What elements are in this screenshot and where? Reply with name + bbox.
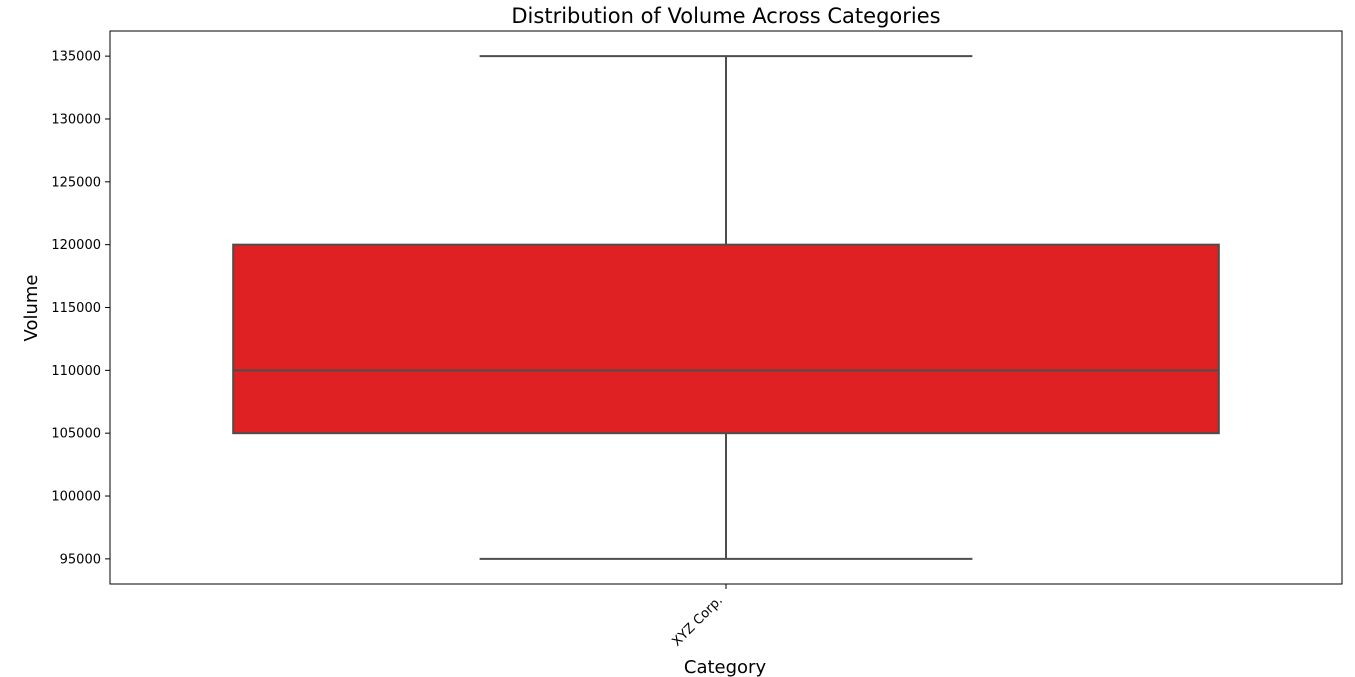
x-axis-label: Category (684, 657, 767, 677)
y-axis: 95000 100000 105000 110000 115000 120000 12500… (51, 50, 110, 567)
y-tick-label: 105000 (51, 427, 101, 442)
y-tick-label: 125000 (51, 175, 101, 190)
y-tick-label: 135000 (51, 50, 101, 65)
y-tick-label: 130000 (51, 112, 101, 127)
x-axis: XYZ Corp. (670, 584, 727, 650)
y-tick-label: 115000 (51, 301, 101, 316)
box-iqr (232, 243, 1220, 435)
y-tick-label: 110000 (51, 364, 101, 379)
chart-title: Distribution of Volume Across Categories (511, 4, 940, 28)
x-tick-label: XYZ Corp. (670, 593, 726, 649)
y-tick-label: 95000 (60, 552, 101, 567)
y-axis-label: Volume (21, 275, 42, 342)
y-tick-label: 120000 (51, 238, 101, 253)
y-tick-label: 100000 (51, 490, 101, 505)
box-series (232, 55, 1220, 560)
